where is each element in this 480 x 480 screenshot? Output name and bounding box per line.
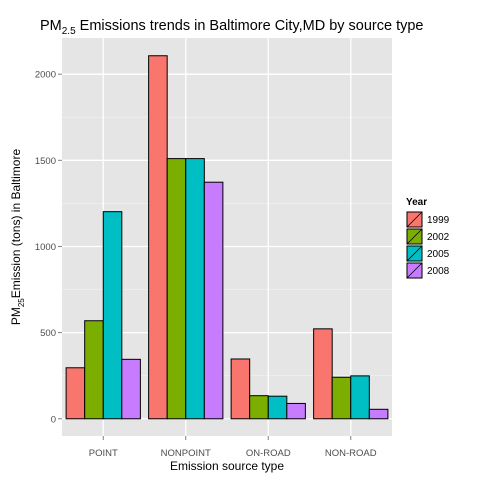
bar-point-2002 (84, 320, 104, 420)
bar-on-road-1999 (230, 358, 251, 420)
bar-non-road-2005 (350, 375, 370, 420)
x-axis-title: Emission source type (170, 459, 284, 473)
legend-label-2002: 2002 (427, 232, 450, 243)
x-tick-label: POINT (89, 448, 118, 459)
legend-key-slash (406, 262, 423, 279)
bars (65, 55, 389, 420)
legend-items: 1999 2002 2005 2008 (405, 210, 450, 280)
y-tick-label: 2000 (35, 70, 56, 81)
chart-title: PM2.5 Emissions trends in Baltimore City… (40, 18, 424, 37)
y-axis-title: PM25Emission (tons) in Baltimore (9, 149, 26, 326)
bar-on-road-2008 (286, 402, 306, 420)
legend-label-2005: 2005 (427, 249, 450, 260)
chart-title-suffix: Emissions trends in Baltimore City,MD by… (76, 18, 424, 34)
legend: Year 1999 2002 2005 2008 (405, 197, 450, 280)
x-tick-label: ON-ROAD (246, 448, 291, 459)
bar-non-road-1999 (313, 328, 333, 420)
legend-key-slash (406, 211, 423, 228)
y-tick-label: 0 (51, 414, 56, 425)
y-tick-label: 1000 (35, 242, 56, 253)
bar-point-2008 (121, 358, 141, 420)
bar-non-road-2002 (331, 376, 352, 420)
legend-key-slash (406, 228, 423, 245)
y-axis-title-subscript: 25 (17, 298, 26, 307)
legend-title: Year (406, 197, 427, 208)
y-axis-title-prefix: PM (9, 307, 23, 325)
bar-point-2005 (102, 211, 123, 420)
bar-on-road-2005 (267, 395, 288, 420)
legend-label-1999: 1999 (427, 215, 450, 226)
bar-nonpoint-1999 (148, 55, 168, 420)
chart-title-subscript: 2.5 (62, 26, 76, 37)
bar-nonpoint-2002 (166, 158, 187, 420)
x-tick-label: NON-ROAD (325, 448, 377, 459)
legend-key-slash (406, 245, 423, 262)
y-tick-label: 500 (40, 328, 56, 339)
bar-non-road-2008 (368, 408, 389, 420)
y-tick-label: 1500 (35, 156, 56, 167)
bar-point-1999 (65, 367, 86, 420)
x-tick-label: NONPOINT (161, 448, 211, 459)
chart-title-prefix: PM (40, 18, 62, 34)
x-axis-ticks: POINT NONPOINT ON-ROAD NON-ROAD (89, 436, 377, 459)
legend-label-2008: 2008 (427, 266, 450, 277)
bar-nonpoint-2005 (185, 158, 205, 420)
y-axis-title-suffix: Emission (tons) in Baltimore (9, 149, 23, 299)
y-axis-ticks: 0 500 1000 1500 2000 (35, 70, 62, 425)
bar-nonpoint-2008 (203, 181, 224, 420)
bar-on-road-2002 (249, 395, 269, 420)
